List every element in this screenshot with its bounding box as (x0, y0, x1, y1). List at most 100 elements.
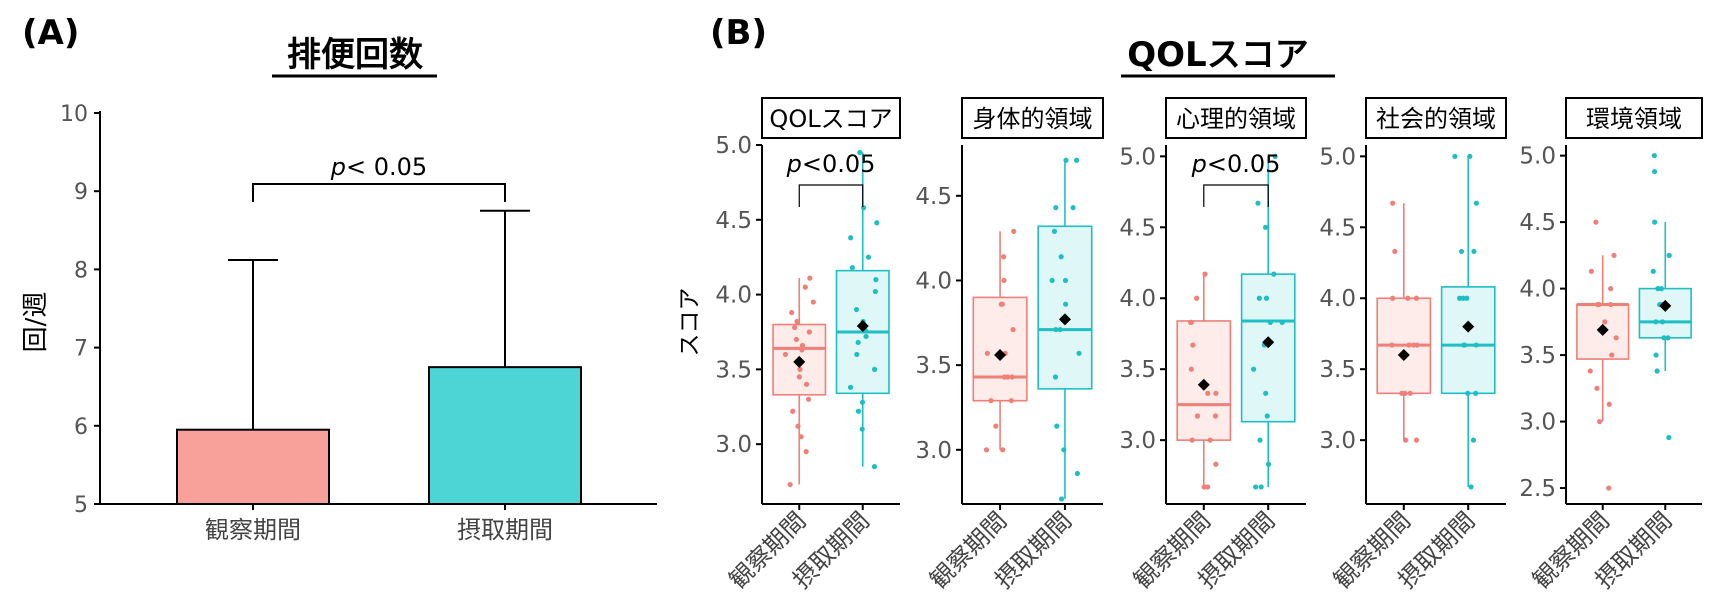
data-point (799, 347, 805, 353)
data-point (854, 351, 860, 358)
data-point (861, 205, 867, 211)
facet-strip (761, 97, 901, 139)
data-point (1461, 342, 1467, 348)
facet-ytick-label: 3.5 (1519, 343, 1556, 369)
data-point (1458, 248, 1465, 255)
panel-a-category-label: 摂取期間 (457, 516, 553, 544)
data-point (1264, 413, 1270, 419)
data-point (859, 399, 866, 405)
data-point (1414, 342, 1420, 348)
data-point (1057, 326, 1063, 333)
data-point (855, 408, 862, 414)
facet-ytick-label: 3.0 (1119, 428, 1156, 454)
data-point (1661, 335, 1667, 341)
panel-a-ylabel: 回/週 (21, 292, 51, 353)
data-point (1051, 228, 1058, 234)
data-point (1602, 319, 1608, 325)
mean-marker (1262, 336, 1275, 349)
facet-strip-label: 身体的領域 (973, 105, 1093, 133)
data-point (1212, 413, 1219, 419)
data-point (803, 381, 810, 387)
facet-ytick-label: 4.5 (715, 208, 752, 234)
mean-marker (1462, 320, 1475, 333)
data-point (1271, 271, 1277, 277)
facet-ytick-label: 5.0 (1319, 144, 1356, 170)
data-point (795, 423, 801, 429)
data-point (1188, 366, 1194, 372)
data-point (1468, 484, 1474, 490)
panel-b-charts: QOLスコア3.03.54.04.55.0観察期間摂取期間p<0.05身体的領域… (715, 97, 1703, 594)
data-point (871, 464, 878, 470)
data-point (1194, 413, 1201, 419)
data-point (1058, 496, 1065, 502)
data-point (1651, 168, 1658, 175)
data-point (848, 235, 854, 241)
panel-b-title: QOLスコア (1127, 35, 1308, 75)
data-point (798, 434, 804, 440)
facet-ytick-label: 4.5 (1119, 215, 1156, 241)
data-point (1407, 390, 1413, 396)
panel-a-significance-bracket (252, 183, 506, 202)
data-point (1070, 205, 1076, 211)
data-point (1606, 485, 1612, 491)
data-point (1202, 271, 1208, 277)
data-point (1650, 268, 1656, 274)
data-point (1392, 248, 1398, 255)
data-point (1188, 319, 1194, 325)
data-point (1402, 437, 1409, 443)
data-point (1588, 268, 1594, 274)
data-point (1010, 326, 1016, 333)
data-point (1189, 437, 1195, 443)
panel-a-ytick-label: 5 (74, 493, 88, 518)
data-point (793, 336, 800, 343)
data-point (1205, 390, 1211, 396)
mean-marker (1058, 313, 1071, 326)
data-point (794, 318, 800, 325)
facet-ytick-label: 4.5 (915, 184, 952, 210)
data-point (1467, 153, 1473, 159)
data-point (863, 333, 869, 340)
facet-ytick-label: 4.0 (915, 268, 952, 294)
data-point (1473, 390, 1479, 396)
data-point (1279, 319, 1285, 325)
data-point (797, 366, 803, 372)
data-point (1608, 301, 1614, 308)
data-point (1061, 447, 1067, 453)
data-point (1413, 295, 1420, 301)
data-point (1389, 342, 1395, 348)
facet-strip (1365, 97, 1507, 139)
data-point (1465, 390, 1471, 396)
data-point (1063, 157, 1069, 163)
facet-ytick-label: 5.0 (715, 133, 752, 159)
data-point (1473, 200, 1479, 206)
data-point (792, 324, 798, 331)
facet-significance-label: p<0.05 (786, 150, 876, 178)
facet-ytick-label: 3.5 (1319, 357, 1356, 383)
facet-strip (1165, 97, 1307, 139)
panel-a-title: 排便回数 (287, 35, 423, 75)
panel-a-letter: (A) (22, 13, 79, 53)
panel-a-ytick-label: 7 (74, 337, 88, 362)
data-point (1587, 368, 1593, 374)
facet-ytick-label: 5.0 (1519, 144, 1556, 170)
facet-ytick-label: 3.5 (1119, 357, 1156, 383)
data-point (1390, 295, 1396, 301)
data-point (805, 396, 812, 402)
data-point (1613, 335, 1619, 341)
facet-ytick-label: 4.5 (1319, 215, 1356, 241)
data-point (1452, 153, 1458, 159)
facet-ytick-label: 4.5 (1519, 210, 1556, 236)
data-point (1251, 366, 1257, 372)
facet-significance-label: p<0.05 (1191, 150, 1281, 178)
facet-significance-bracket (1203, 184, 1269, 207)
facet-ytick-label: 3.0 (715, 432, 752, 458)
data-point (1609, 352, 1615, 358)
data-point (810, 299, 816, 305)
data-point (796, 374, 802, 380)
data-point (1596, 301, 1602, 308)
data-point (1666, 434, 1672, 441)
facet-strip (1565, 97, 1703, 139)
data-point (1001, 277, 1007, 284)
data-point (1063, 301, 1069, 307)
data-point (1049, 277, 1055, 284)
